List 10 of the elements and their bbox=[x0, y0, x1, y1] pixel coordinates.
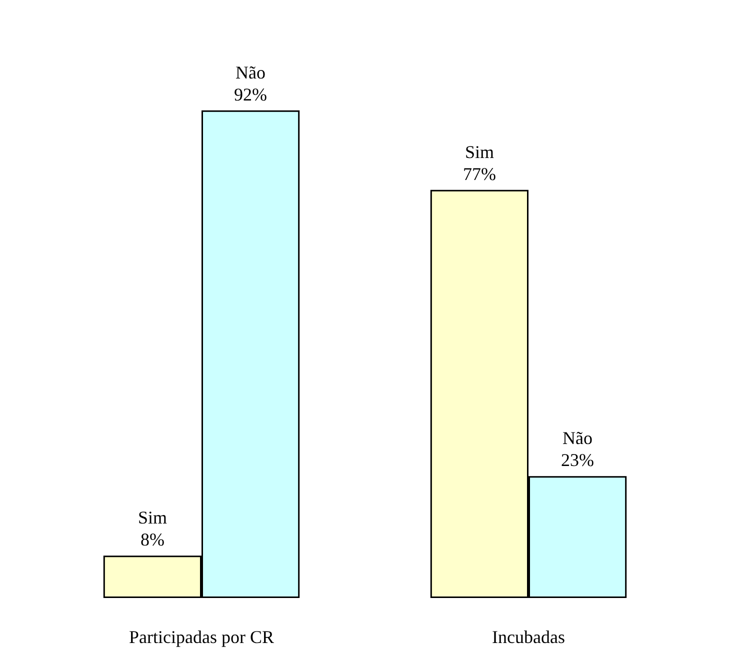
x-tick-label: Participadas por CR bbox=[129, 627, 274, 647]
series-label: Sim bbox=[138, 508, 167, 528]
text: Não bbox=[562, 428, 593, 448]
x-tick-label: Incubadas bbox=[492, 627, 565, 647]
data-label: 23% bbox=[561, 450, 594, 470]
data-label: 8% bbox=[140, 530, 164, 550]
text: Sim bbox=[464, 142, 494, 162]
data-label: 77% bbox=[462, 164, 496, 184]
data-label: 92% bbox=[234, 84, 268, 104]
series-label: Não bbox=[236, 62, 266, 82]
